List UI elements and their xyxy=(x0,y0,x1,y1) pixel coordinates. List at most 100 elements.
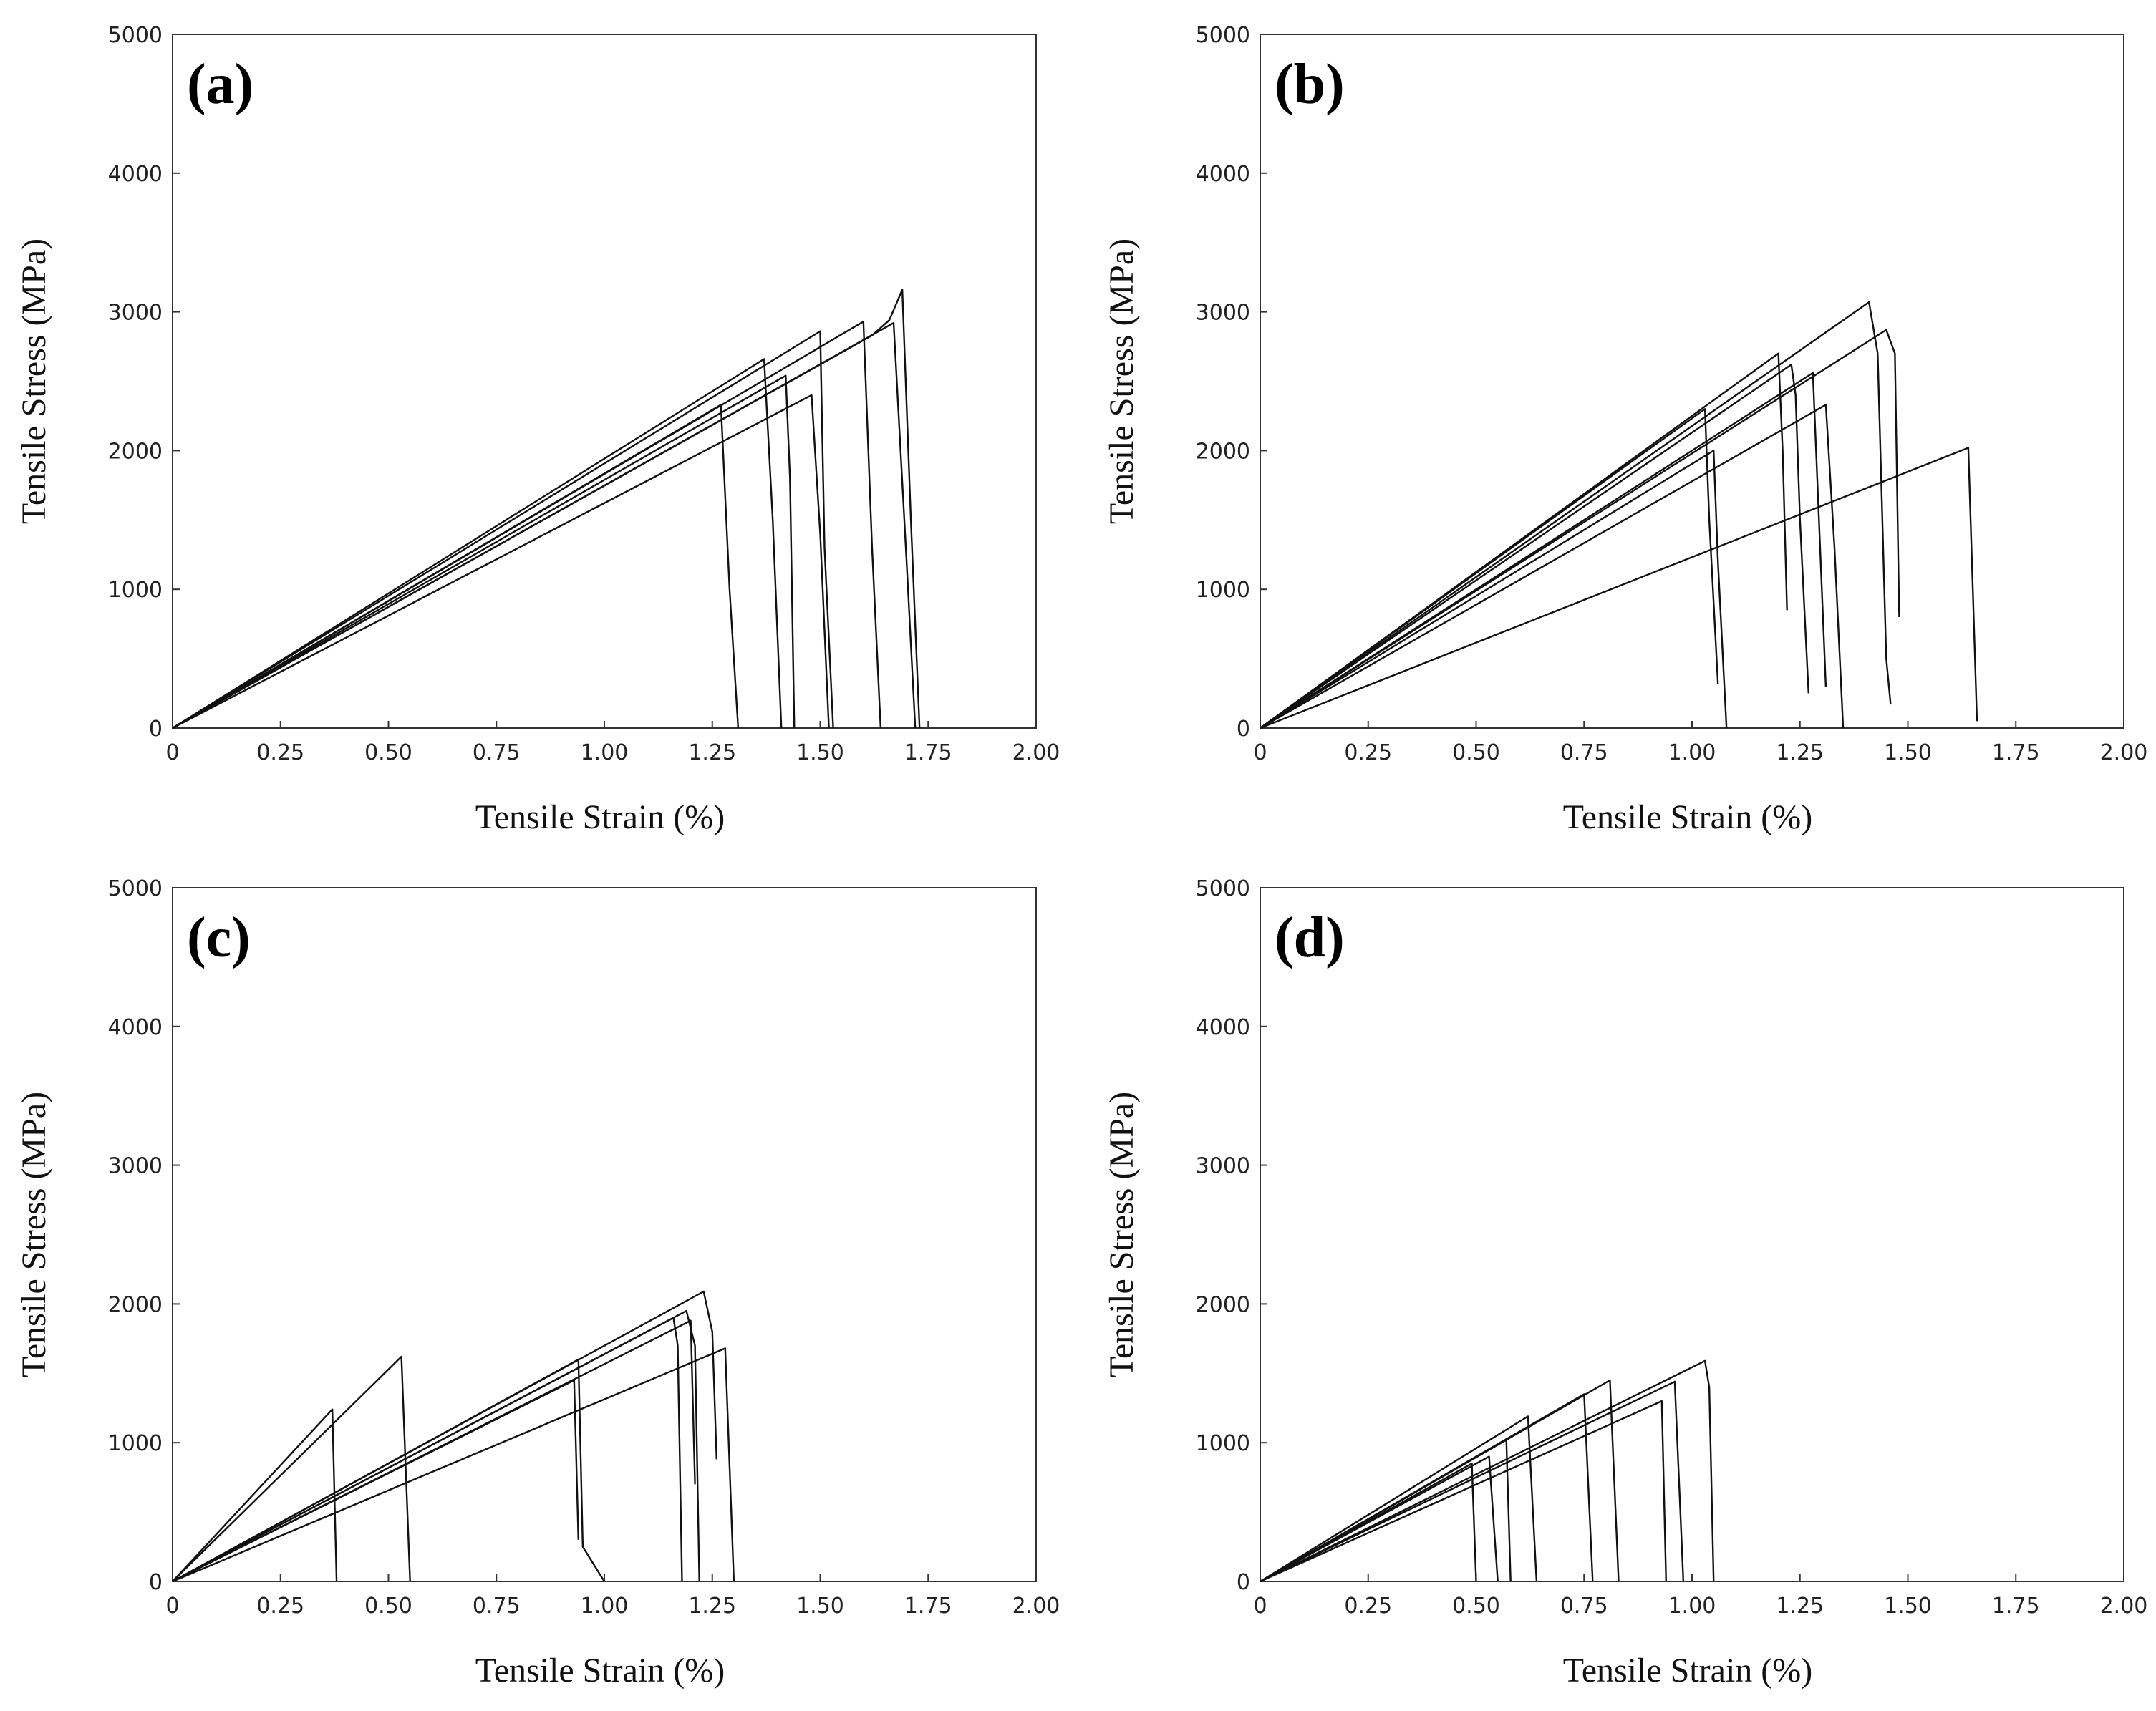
y-tick-label: 3000 xyxy=(1196,301,1250,326)
x-tick-label: 1.25 xyxy=(688,740,736,765)
series-line xyxy=(172,330,834,730)
panel-c: 0 0.25 0.50 0.75 1.00 1.25 1.50 1.75 2.00 0 1000 20… xyxy=(15,876,1060,1690)
series-line xyxy=(1260,1380,1685,1583)
series-line xyxy=(1260,404,1845,730)
x-tick-label: 2.00 xyxy=(1012,1594,1060,1619)
x-tick-label: 0 xyxy=(165,1594,179,1619)
series-line xyxy=(1260,1359,1715,1583)
x-tick-label: 0 xyxy=(1253,1594,1267,1619)
series-line xyxy=(1260,301,1892,729)
panel-label: (c) xyxy=(187,906,251,969)
y-tick-label: 4000 xyxy=(108,1015,163,1040)
series-line xyxy=(1260,364,1809,729)
x-tick-label: 2.00 xyxy=(1012,740,1060,765)
y-tick-label: 5000 xyxy=(108,23,163,48)
panel-a: 0 0.25 0.50 0.75 1.00 1.25 1.50 1.75 2.00 0 1000 20… xyxy=(15,23,1060,836)
x-tick-label: 0.75 xyxy=(473,1594,521,1619)
y-tick-label: 0 xyxy=(149,717,163,742)
series-line xyxy=(172,321,917,730)
panel-label: (d) xyxy=(1275,906,1345,969)
series-line xyxy=(1260,1455,1499,1583)
panel-label: (b) xyxy=(1275,53,1345,116)
y-axis-title: Tensile Stress (MPa) xyxy=(15,238,53,524)
x-tick-label: 1.25 xyxy=(688,1594,736,1619)
y-tick-label: 2000 xyxy=(1196,1292,1250,1317)
y-tick-label: 1000 xyxy=(1196,578,1250,603)
panel-d: 0 0.25 0.50 0.75 1.00 1.25 1.50 1.75 2.00 0 1000 20… xyxy=(1103,876,2147,1690)
x-tick-label: 0.25 xyxy=(1344,740,1392,765)
series-line xyxy=(1260,372,1827,730)
y-axis-title: Tensile Stress (MPa) xyxy=(15,1092,53,1377)
x-tick-label: 2.00 xyxy=(2100,1594,2148,1619)
x-axis-title: Tensile Strain (%) xyxy=(475,798,725,836)
series-line xyxy=(1260,408,1719,729)
series-line xyxy=(1260,352,1788,729)
x-tick-label: 1.50 xyxy=(1884,1594,1932,1619)
x-tick-label: 2.00 xyxy=(2100,740,2148,765)
x-tick-label: 0.25 xyxy=(256,740,304,765)
series-line xyxy=(172,1408,338,1582)
x-tick-label: 0.75 xyxy=(1560,1594,1608,1619)
series-line xyxy=(172,394,830,730)
plot-frame xyxy=(172,887,1037,1582)
series-line xyxy=(1260,1400,1667,1583)
x-axis-title: Tensile Strain (%) xyxy=(1563,798,1813,836)
y-tick-label: 4000 xyxy=(108,162,163,187)
series-line xyxy=(172,358,783,730)
x-tick-label: 0.75 xyxy=(473,740,521,765)
plot-frame xyxy=(172,34,1037,729)
y-tick-label: 2000 xyxy=(108,439,163,464)
x-tick-label: 0.75 xyxy=(1560,740,1608,765)
y-tick-label: 1000 xyxy=(108,578,163,603)
series-line xyxy=(172,1290,717,1583)
series-line xyxy=(1260,1415,1538,1583)
y-tick-label: 1000 xyxy=(1196,1431,1250,1456)
y-tick-label: 3000 xyxy=(108,1154,163,1179)
y-tick-label: 5000 xyxy=(1196,876,1250,901)
y-tick-label: 1000 xyxy=(108,1431,163,1456)
x-tick-label: 1.00 xyxy=(581,1594,629,1619)
y-tick-label: 2000 xyxy=(1196,439,1250,464)
series-line xyxy=(172,289,921,730)
series-line xyxy=(172,1347,735,1583)
y-tick-label: 3000 xyxy=(108,301,163,326)
series-line xyxy=(1260,450,1728,730)
y-axis-title: Tensile Stress (MPa) xyxy=(1103,1092,1141,1377)
panel-b: 0 0.25 0.50 0.75 1.00 1.25 1.50 1.75 2.00 0 1000 20… xyxy=(1103,23,2147,836)
x-tick-label: 0.50 xyxy=(364,740,412,765)
x-tick-label: 0.25 xyxy=(256,1594,304,1619)
series-line xyxy=(1260,1379,1620,1583)
y-tick-label: 5000 xyxy=(1196,23,1250,48)
x-tick-label: 1.75 xyxy=(1992,1594,2040,1619)
x-tick-label: 1.25 xyxy=(1776,740,1824,765)
x-axis-title: Tensile Strain (%) xyxy=(1563,1652,1813,1690)
x-tick-label: 0 xyxy=(165,740,179,765)
panel-label: (a) xyxy=(187,53,253,116)
series-line xyxy=(172,321,882,730)
y-tick-label: 2000 xyxy=(108,1292,163,1317)
x-tick-label: 0.50 xyxy=(364,1594,412,1619)
x-tick-label: 1.75 xyxy=(904,1594,952,1619)
x-tick-label: 0.50 xyxy=(1452,740,1500,765)
y-tick-label: 5000 xyxy=(108,876,163,901)
y-tick-label: 0 xyxy=(1237,1570,1250,1595)
x-tick-label: 0 xyxy=(1253,740,1267,765)
x-tick-label: 1.00 xyxy=(1668,740,1716,765)
series-line xyxy=(1260,329,1900,730)
y-axis-title: Tensile Stress (MPa) xyxy=(1103,238,1141,524)
x-tick-label: 1.00 xyxy=(581,740,629,765)
series-line xyxy=(172,374,796,730)
x-tick-label: 1.25 xyxy=(1776,1594,1824,1619)
x-tick-label: 1.00 xyxy=(1668,1594,1716,1619)
series-line xyxy=(172,1355,411,1582)
x-tick-label: 1.50 xyxy=(796,1594,844,1619)
x-tick-label: 1.50 xyxy=(1884,740,1932,765)
x-tick-label: 1.50 xyxy=(796,740,844,765)
plot-frame xyxy=(1260,887,2124,1582)
y-tick-label: 0 xyxy=(149,1570,163,1595)
y-tick-label: 4000 xyxy=(1196,162,1250,187)
series-line xyxy=(1260,447,1978,730)
x-tick-label: 0.50 xyxy=(1452,1594,1500,1619)
x-tick-label: 1.75 xyxy=(1992,740,2040,765)
